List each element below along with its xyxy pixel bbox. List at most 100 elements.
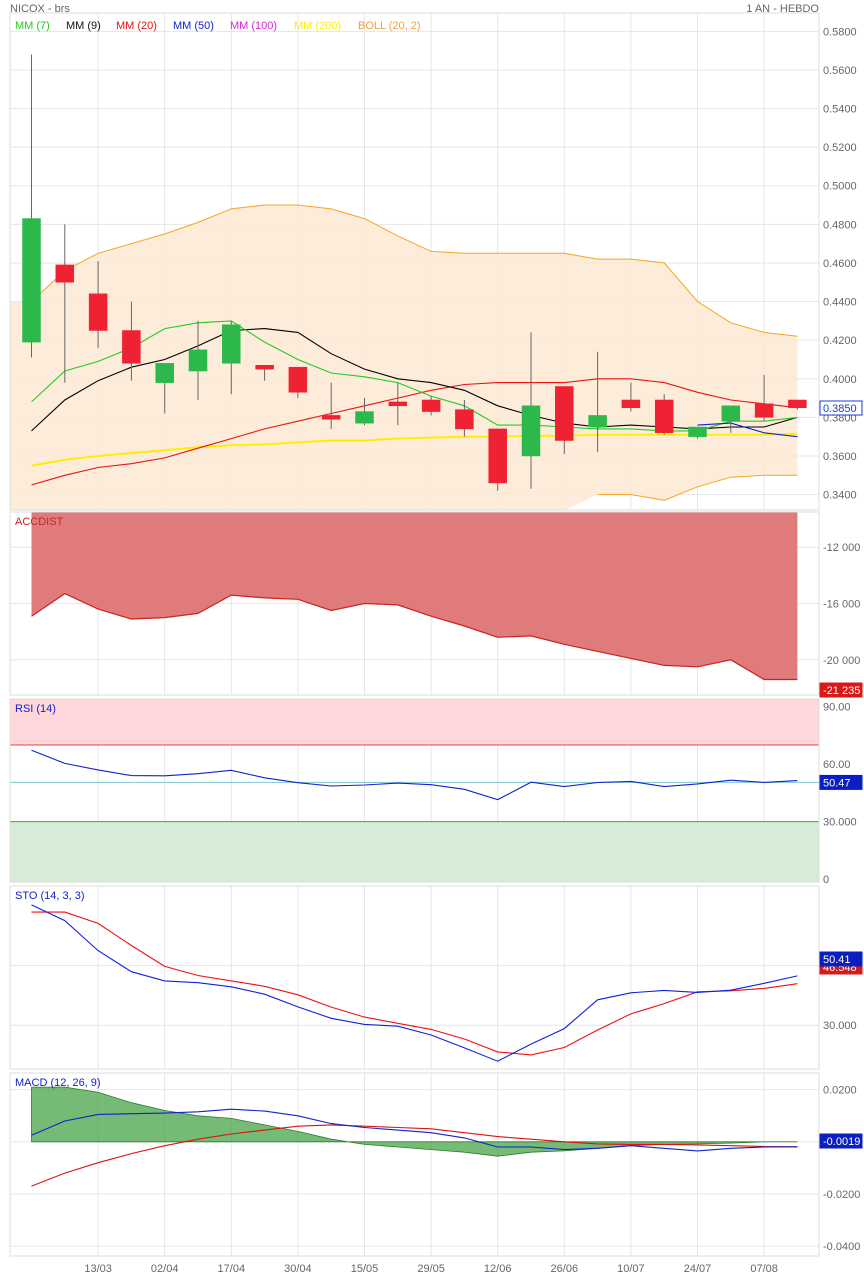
- price-ytick-label-1: 0.3600: [823, 451, 857, 463]
- candle-body-3: [122, 330, 141, 364]
- rsi-ytick-label-3: 0: [823, 874, 829, 886]
- candle-body-7: [255, 364, 274, 370]
- mm50-line: [697, 422, 798, 438]
- candle-body-5: [188, 349, 208, 372]
- bollinger-upper-line: [31, 204, 798, 337]
- macd-last-value-text: -0.0019: [823, 1136, 860, 1148]
- accdist-title: ACCDIST: [15, 516, 64, 528]
- price-ytick-label-0: 0.3400: [823, 490, 857, 502]
- candle-body-18: [621, 399, 641, 408]
- macd-signal-line: [31, 1124, 798, 1187]
- price-ytick-label-5: 0.4400: [823, 297, 857, 309]
- candle-body-22: [754, 403, 774, 418]
- rsi-oversold-zone: [10, 821, 819, 882]
- candle-body-19: [654, 399, 674, 434]
- price-ytick-label-6: 0.4600: [823, 258, 857, 270]
- rsi-panel-frame: [9, 698, 820, 883]
- x-tick-label-02-04: 02/04: [151, 1263, 179, 1275]
- sto-ytick-label-1: 30.000: [823, 1020, 857, 1032]
- accdist-ytick-label-2: -20 000: [823, 655, 860, 667]
- price-ytick-label-9: 0.5200: [823, 142, 857, 154]
- legend-item-6: BOLL (20, 2): [358, 20, 421, 32]
- rsi-ytick-label-2: 30.000: [823, 817, 857, 829]
- chart-title: NICOX - brs: [10, 3, 70, 15]
- x-tick-label-07-08: 07/08: [750, 1263, 778, 1275]
- legend-item-2: MM (20): [116, 20, 157, 32]
- macd-ytick-label-3: -0.0400: [823, 1241, 860, 1253]
- candle-body-23: [788, 399, 807, 408]
- macd-title: MACD (12, 26, 9): [15, 1077, 101, 1089]
- price-last-value-box: [819, 400, 863, 416]
- accdist-area: [31, 512, 798, 680]
- sto-k-last-value-text: 50.41: [823, 954, 851, 966]
- candle-body-15: [521, 405, 541, 457]
- price-ytick-label-3: 0.4000: [823, 374, 857, 386]
- rsi-overbought-zone: [10, 699, 819, 745]
- price-ytick-label-12: 0.5800: [823, 26, 857, 38]
- candle-body-0: [22, 218, 41, 343]
- x-tick-label-30-04: 30/04: [284, 1263, 312, 1275]
- x-tick-label-12-06: 12/06: [484, 1263, 512, 1275]
- x-tick-label-29-05: 29/05: [417, 1263, 445, 1275]
- candle-body-8: [288, 366, 308, 393]
- candle-body-17: [588, 415, 607, 428]
- legend-item-4: MM (100): [230, 20, 277, 32]
- accdist-panel-frame: [9, 511, 820, 696]
- sto-panel-frame: [9, 885, 820, 1070]
- chart-period: 1 AN - HEBDO: [746, 3, 819, 15]
- price-last-value-text: 0.3850: [823, 403, 857, 415]
- rsi-ytick-label-1: 60.00: [823, 759, 851, 771]
- macd-ytick-label-2: -0.0200: [823, 1189, 860, 1201]
- price-panel-frame: [9, 12, 820, 511]
- candle-body-11: [388, 401, 408, 407]
- x-tick-label-13-03: 13/03: [84, 1263, 112, 1275]
- rsi-last-value-box: [819, 774, 863, 790]
- legend-item-3: MM (50): [173, 20, 214, 32]
- macd-last-value-box: [819, 1133, 863, 1149]
- candle-body-13: [455, 409, 474, 430]
- x-tick-label-24-07: 24/07: [684, 1263, 712, 1275]
- sto-k-last-value-box: [819, 951, 863, 967]
- accdist-last-value-box: [819, 682, 863, 698]
- rsi-title: RSI (14): [15, 703, 56, 715]
- candle-body-16: [555, 386, 574, 441]
- candle-body-12: [421, 399, 441, 412]
- rsi-ytick-label-0: 90.00: [823, 702, 851, 714]
- legend-item-5: MM (200): [294, 20, 341, 32]
- x-tick-label-26-06: 26/06: [551, 1263, 579, 1275]
- candle-body-2: [88, 293, 108, 331]
- macd-panel-frame: [9, 1072, 820, 1257]
- bollinger-lower-line: [597, 474, 798, 501]
- macd-ytick-label-0: 0.0200: [823, 1085, 857, 1097]
- sto-title: STO (14, 3, 3): [15, 890, 85, 902]
- price-ytick-label-8: 0.5000: [823, 181, 857, 193]
- rsi-last-value-text: 50.47: [823, 777, 851, 789]
- x-tick-label-17-04: 17/04: [218, 1263, 246, 1275]
- rsi-line: [31, 749, 798, 801]
- accdist-line: [31, 592, 798, 681]
- candle-body-1: [55, 264, 75, 283]
- x-tick-label-10-07: 10/07: [617, 1263, 645, 1275]
- price-ytick-label-7: 0.4800: [823, 219, 857, 231]
- price-ytick-label-4: 0.4200: [823, 335, 857, 347]
- candle-body-10: [355, 411, 374, 424]
- candle-body-20: [688, 426, 707, 437]
- macd-line: [31, 1108, 798, 1152]
- price-ytick-label-11: 0.5600: [823, 65, 857, 77]
- candle-body-9: [321, 415, 341, 420]
- legend-item-0: MM (7): [15, 20, 50, 32]
- accdist-last-value-text: -21 235: [823, 685, 860, 697]
- price-ytick-label-10: 0.5400: [823, 104, 857, 116]
- candle-body-6: [222, 324, 241, 364]
- candle-body-14: [488, 428, 507, 484]
- accdist-ytick-label-0: -12 000: [823, 542, 860, 554]
- sto-d-line: [31, 911, 798, 1056]
- sto-k-line: [31, 904, 798, 1062]
- accdist-ytick-label-1: -16 000: [823, 599, 860, 611]
- mm200-line: [31, 432, 798, 467]
- mm20-line: [31, 378, 798, 486]
- macd-histogram-area: [31, 1086, 798, 1157]
- legend-item-1: MM (9): [66, 20, 101, 32]
- candle-body-4: [155, 363, 174, 383]
